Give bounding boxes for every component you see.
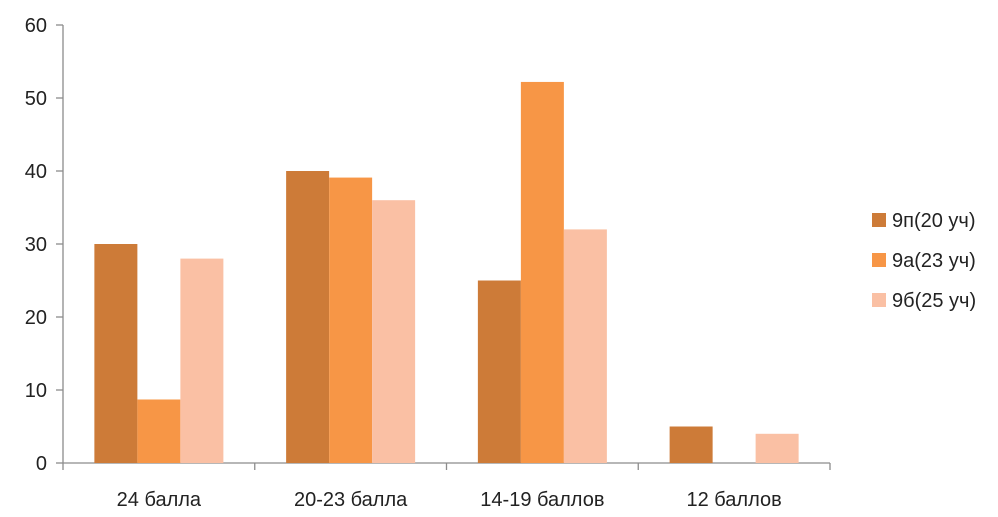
bar xyxy=(329,177,373,463)
legend-label: 9п(20 уч) xyxy=(892,210,976,232)
y-axis: 0 10 20 30 40 50 60 xyxy=(25,15,64,475)
x-axis: 24 балла 20-23 балла 14-19 баллов 12 баллов xyxy=(62,462,831,511)
bars xyxy=(94,81,799,463)
legend-swatch xyxy=(872,213,886,227)
x-category-label: 24 балла xyxy=(117,489,202,511)
legend-label: 9а(23 уч) xyxy=(892,250,976,272)
y-tick-label: 20 xyxy=(25,307,47,329)
y-tick-label: 50 xyxy=(25,88,47,110)
bar xyxy=(372,200,416,463)
x-category-label: 20-23 балла xyxy=(294,489,408,511)
x-category-label: 14-19 баллов xyxy=(480,489,604,511)
bar xyxy=(520,81,564,463)
legend-label: 9б(25 уч) xyxy=(892,290,976,312)
bar xyxy=(137,399,181,463)
legend-swatch xyxy=(872,293,886,307)
bar xyxy=(755,433,799,463)
bar xyxy=(94,244,138,463)
bar xyxy=(669,426,713,463)
bar xyxy=(477,280,521,463)
legend-swatch xyxy=(872,253,886,267)
y-tick-label: 10 xyxy=(25,380,47,402)
bar xyxy=(286,171,330,463)
legend: 9п(20 уч) 9а(23 уч) 9б(25 уч) xyxy=(872,210,976,312)
bar xyxy=(180,258,224,463)
y-tick-label: 40 xyxy=(25,161,47,183)
y-tick-label: 0 xyxy=(36,453,47,475)
bar xyxy=(563,229,607,463)
x-category-label: 12 баллов xyxy=(687,489,782,511)
y-tick-label: 60 xyxy=(25,15,47,37)
y-tick-label: 30 xyxy=(25,234,47,256)
